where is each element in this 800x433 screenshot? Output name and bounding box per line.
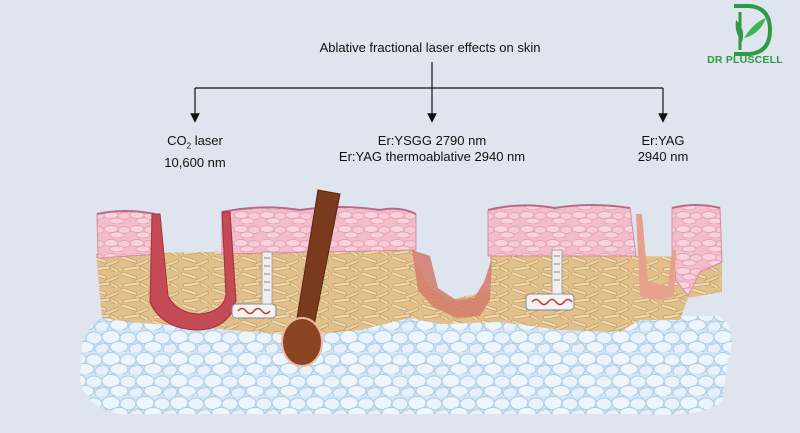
brand: DR PLUSCELL xyxy=(700,54,790,66)
brand-logo-icon xyxy=(734,4,773,56)
hair-bulb xyxy=(281,317,323,367)
ysgg-crater xyxy=(412,250,492,318)
fat-layer xyxy=(80,316,732,415)
label-eryag: Er:YAG 2940 nm xyxy=(608,133,718,165)
arrow-tree xyxy=(190,62,668,123)
label-co2-line1: CO2 laser xyxy=(167,133,223,151)
label-co2-line2: 10,600 nm xyxy=(164,154,226,170)
epidermis-right xyxy=(487,204,637,257)
epidermis-left xyxy=(96,210,161,259)
label-eryag-line2: 2940 nm xyxy=(637,149,689,164)
label-ysgg-line2: Er:YAG thermoablative 2940 nm xyxy=(338,149,526,164)
label-co2: CO2 laser 10,600 nm xyxy=(130,133,260,171)
sweat-gland-left xyxy=(231,251,277,319)
skin-illustration xyxy=(80,189,732,415)
eryag-channel xyxy=(636,214,676,300)
label-ysgg-line1: Er:YSGG 2790 nm xyxy=(377,133,487,148)
label-ysgg: Er:YSGG 2790 nm Er:YAG thermoablative 29… xyxy=(322,133,542,165)
sweat-gland-right xyxy=(525,249,575,311)
label-eryag-line1: Er:YAG xyxy=(641,133,685,148)
co2-channel-rim xyxy=(149,211,237,331)
diagram-title: Ablative fractional laser effects on ski… xyxy=(319,40,541,55)
brand-name: DR PLUSCELL xyxy=(707,54,783,66)
